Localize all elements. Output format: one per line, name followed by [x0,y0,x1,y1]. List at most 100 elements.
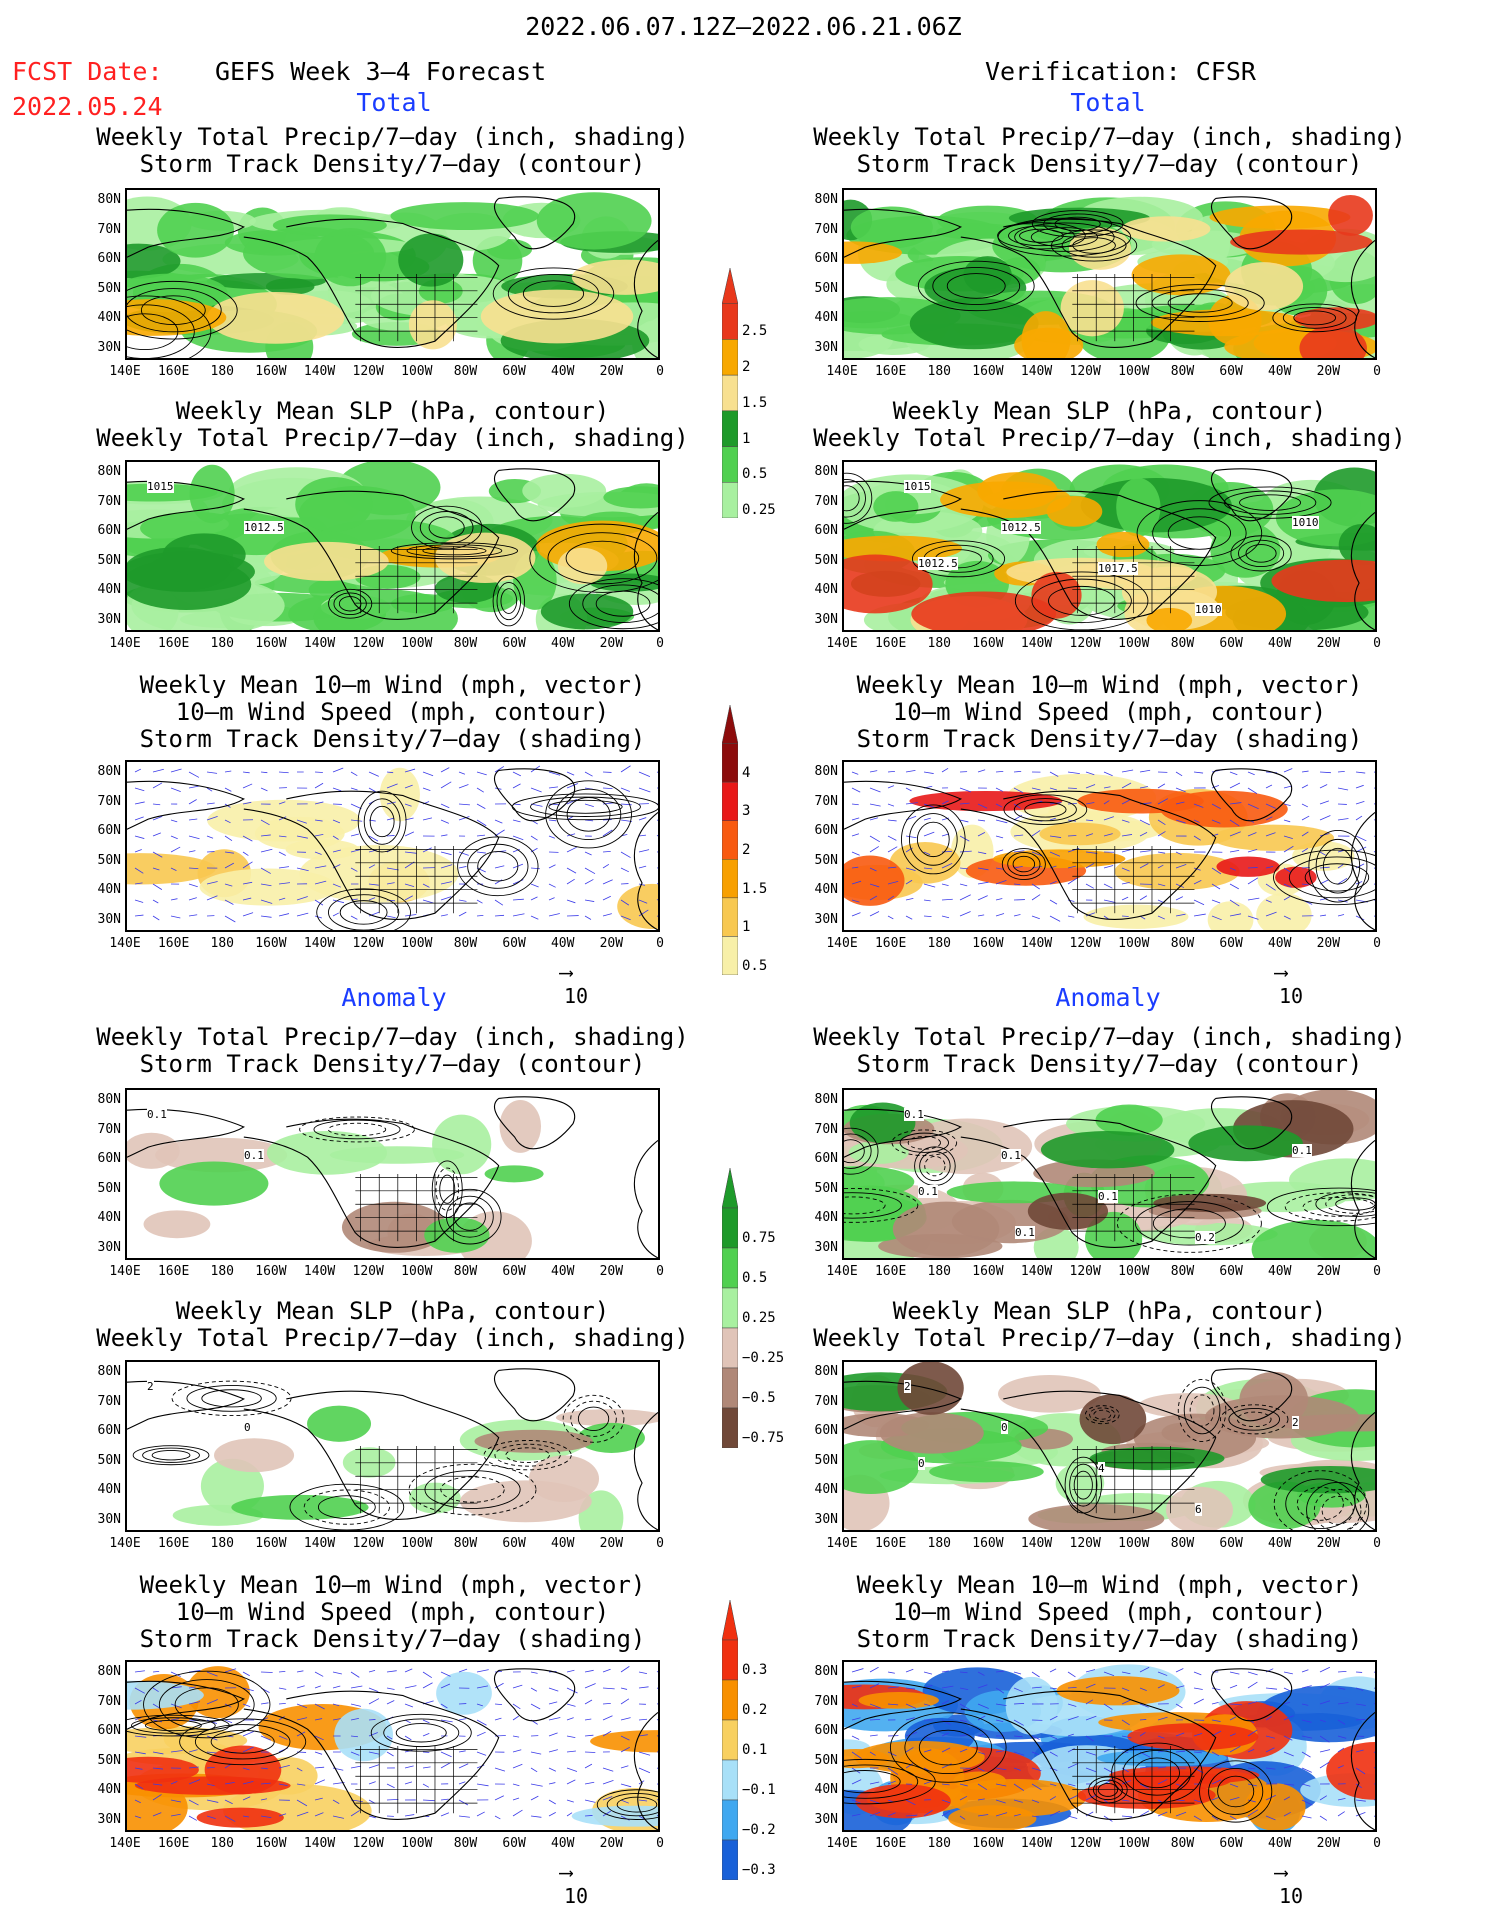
lon-label: 140E [826,364,858,379]
colorbar-track_total: 4 3 2 1.5 1 0.5 [721,704,782,976]
lon-label: 0 [656,636,664,651]
lon-label: 20W [599,1836,624,1851]
lat-label: 50N [814,280,838,296]
contour-label: 0.1 [1001,1149,1021,1162]
contour-line [132,1445,210,1466]
colorbar-label: 0.25 [742,1310,776,1326]
lon-label: 0 [1373,936,1381,951]
shading-patch [199,868,337,906]
contour-line [1031,210,1124,238]
contour-line [911,540,1006,578]
anomaly-precip_track-verification-map: 0.1 0.1 0.1 0.2 0.1 0.1 0.1 [842,1088,1377,1260]
shading-patch [1109,1766,1260,1785]
lon-label: 80W [453,936,478,951]
lon-label: 160W [972,1536,1004,1551]
lat-label: 30N [814,1812,838,1827]
lat-label: 40N [814,1482,838,1498]
lon-label: 60W [502,1264,526,1279]
lon-label: 80W [453,636,478,651]
lon-label: 60W [1219,1836,1243,1851]
contour-line [1315,838,1361,894]
shading-patch [214,1438,295,1473]
contour-line [201,1389,262,1408]
total-wind_track-forecast-map [125,760,660,932]
contour-line [997,222,1086,250]
lon-label: 180 [927,1836,951,1851]
lat-label: 60N [814,1723,838,1739]
colorbar-label: 0.2 [742,1702,768,1718]
vector-ref-value: 10 [564,1884,589,1908]
shading-patch [1131,254,1231,296]
contour-line [1012,855,1036,873]
lon-label: 80W [453,364,478,379]
lat-label: 40N [814,310,838,326]
contour-label: 1015 [147,480,174,493]
contour-line [1084,1405,1120,1425]
lat-label: 40N [97,882,121,898]
shading-patch [1039,822,1121,846]
vector-ref-fcst-anom: ⟶ 10 [560,1860,588,1908]
lon-label: 80W [1170,1836,1195,1851]
shading-patch [858,1691,939,1709]
contour-line [357,790,407,853]
contour-label: 1015 [904,480,931,493]
colorbar-label: 0.3 [742,1662,768,1678]
lat-label: 80N [97,1364,121,1379]
lat-label: 80N [814,192,838,207]
coastline-outline [127,196,658,358]
shading-patch [484,1165,544,1183]
shading-patch [127,299,227,336]
vector-ref-fcst-total: ⟶ 10 [560,960,588,1008]
contour-line [1288,856,1375,899]
lon-label: 80W [1170,636,1195,651]
contour-line [453,1202,486,1231]
lat-label: 30N [97,1812,121,1827]
shading-patch [206,292,345,344]
shading-patch [940,481,1072,519]
panel-title-line: Weekly Mean SLP (hPa, contour) [892,1297,1327,1325]
lat-label: 80N [97,192,121,207]
lon-label: 160W [972,1836,1004,1851]
contour-line [419,511,474,544]
panel-title-line: Weekly Mean SLP (hPa, contour) [175,1297,610,1325]
contour-line [1189,1394,1215,1427]
lon-label: 120W [1069,936,1101,951]
state-borders [1072,1446,1195,1514]
shading-patch [879,1412,984,1454]
shading-patch [189,464,235,524]
shading-patch [522,473,607,508]
contour-label: 2 [147,1380,154,1393]
lon-label: 160E [157,364,190,379]
lon-label: 160W [255,936,287,951]
anomaly-slp_precip-verification-map: 2 0 4 6 2 0 [842,1360,1377,1532]
contour-line [186,1384,277,1412]
lon-label: 140W [1020,364,1053,379]
contour-line [1135,284,1265,322]
fcst-date-value: 2022.05.24 [12,92,163,121]
lon-label: 160W [255,364,287,379]
contour-line [143,1670,271,1739]
lon-label: 20W [599,1536,624,1551]
shading-patch [1021,311,1071,358]
panel-title-line: Weekly Total Precip/7–day (inch, shading… [96,123,689,151]
lon-label: 80W [1170,1536,1195,1551]
shading-patch [1260,1466,1375,1494]
lon-label: 160E [874,636,907,651]
contour-line [901,804,966,875]
lon-label: 160E [874,936,907,951]
contour-line [1315,1191,1375,1217]
lon-label: 120W [1069,636,1101,651]
contour-line [1043,213,1113,235]
panel-title-line: Weekly Mean 10–m Wind (mph, vector) [139,671,646,699]
lat-label: 60N [97,523,121,539]
shading-patch [1161,1422,1202,1443]
vector-ref-verif-anom: ⟶ 10 [1275,1860,1303,1908]
colorbar-label: −0.1 [742,1782,776,1798]
contour-label: 1012.5 [244,521,284,534]
contour-line [1167,516,1232,550]
state-borders [1072,1746,1195,1814]
contour-line [844,1133,872,1169]
contour-line [1014,571,1149,630]
lat-label: 60N [814,251,838,267]
